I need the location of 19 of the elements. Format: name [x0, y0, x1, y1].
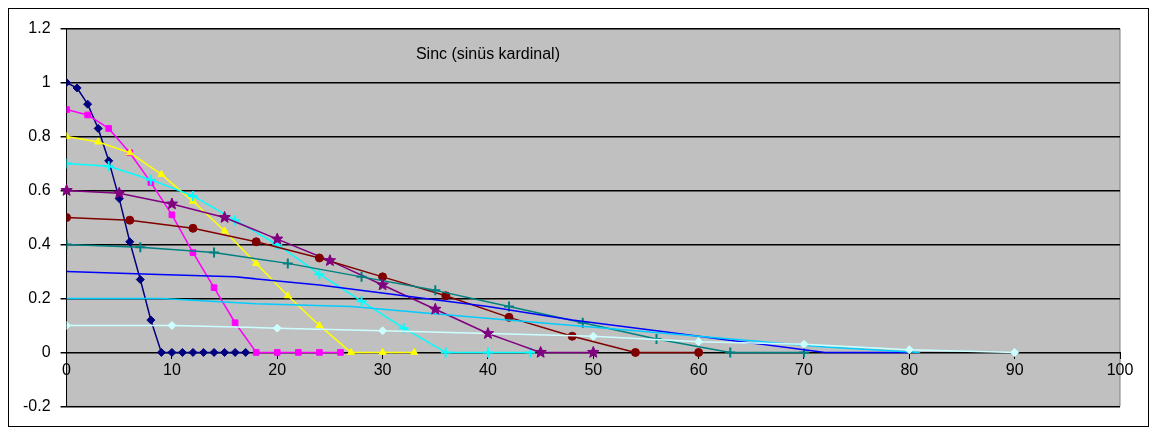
x-tick-label: 10 — [163, 361, 181, 379]
x-tick-label: 20 — [268, 361, 287, 379]
x-tick-label: 40 — [479, 361, 497, 379]
x-tick-label: 80 — [900, 361, 919, 379]
x-tick-label: 30 — [373, 361, 392, 379]
x-tick-label: 70 — [795, 361, 813, 379]
y-tick-label: 0.2 — [28, 288, 51, 306]
y-tick-label: 1 — [41, 72, 51, 90]
y-tick-label: -0.2 — [22, 396, 51, 414]
y-tick-label: 0.6 — [28, 180, 51, 198]
x-tick-label: 100 — [1106, 361, 1134, 379]
x-tick-label: 50 — [584, 361, 603, 379]
x-tick-label: 60 — [689, 361, 708, 379]
y-tick-label: 0 — [41, 342, 51, 360]
text: Sinc (sinüs kardinal) — [415, 45, 560, 63]
y-tick-label: 0.8 — [28, 126, 51, 144]
x-tick-label: 90 — [1005, 361, 1024, 379]
y-tick-label: 1.2 — [28, 19, 51, 37]
y-tick-label: 0.4 — [28, 234, 51, 252]
